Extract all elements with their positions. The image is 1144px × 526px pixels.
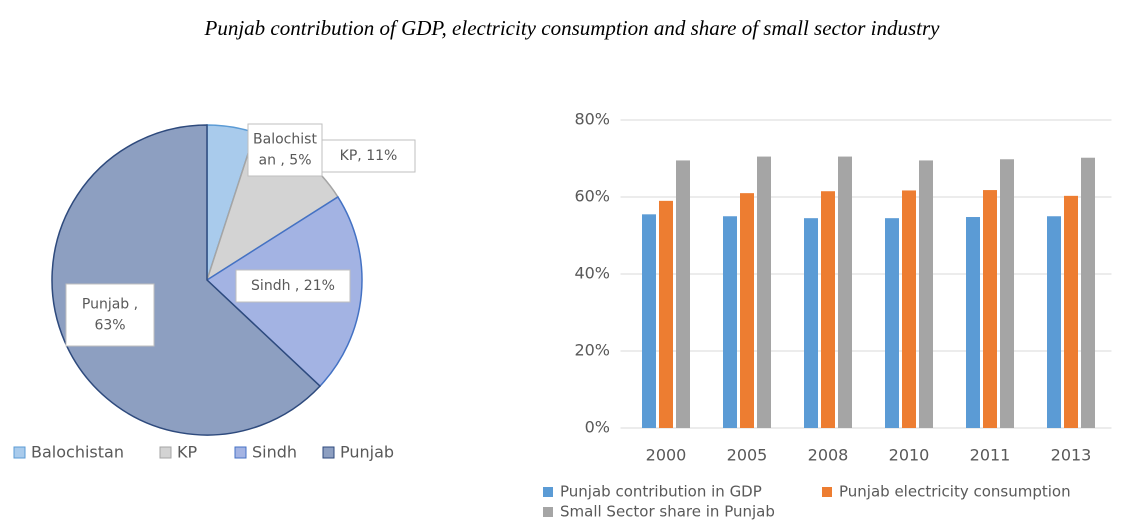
- legend-swatch: [234, 446, 247, 459]
- bar: [676, 160, 690, 429]
- data-label: Punjab ,: [82, 297, 138, 313]
- bar: [885, 218, 899, 428]
- data-label: Balochist: [253, 132, 317, 148]
- legend-label: Sindh: [252, 443, 297, 462]
- data-label: Sindh , 21%: [251, 278, 335, 294]
- y-tick-label: 40%: [574, 264, 610, 283]
- legend-label: Small Sector share in Punjab: [560, 503, 775, 521]
- bar: [740, 193, 754, 428]
- legend-swatch: [13, 446, 26, 459]
- label-box: [65, 283, 155, 347]
- x-tick-label: 2013: [1051, 446, 1092, 465]
- bar: [902, 190, 916, 428]
- data-label: 63%: [94, 318, 125, 334]
- label-box: [321, 139, 416, 173]
- data-label: an , 5%: [258, 153, 311, 169]
- legend-swatch: [543, 507, 553, 517]
- bar: [1064, 195, 1078, 428]
- bar: [659, 200, 673, 428]
- bar: [838, 156, 852, 428]
- bar: [757, 156, 771, 428]
- legend-label: KP: [177, 443, 197, 462]
- legend-swatch: [543, 487, 553, 497]
- bar: [983, 190, 997, 428]
- bar: [642, 214, 656, 428]
- data-label: KP, 11%: [340, 148, 398, 164]
- legend-label: Balochistan: [31, 443, 124, 462]
- legend-swatch: [822, 487, 832, 497]
- label-box: [247, 123, 323, 177]
- chart-title: Punjab contribution of GDP, electricity …: [204, 16, 941, 40]
- bar: [919, 160, 933, 429]
- legend-swatch: [159, 446, 172, 459]
- legend-label: Punjab contribution in GDP: [560, 483, 762, 501]
- x-tick-label: 2005: [727, 446, 768, 465]
- y-tick-label: 80%: [574, 110, 610, 129]
- label-box: [235, 269, 351, 303]
- legend-label: Punjab: [340, 443, 394, 462]
- y-tick-label: 60%: [574, 187, 610, 206]
- bar: [1081, 157, 1095, 429]
- pie-slice: [51, 124, 322, 436]
- x-tick-label: 2010: [889, 446, 930, 465]
- bar: [1000, 159, 1014, 428]
- x-tick-label: 2008: [808, 446, 849, 465]
- bar: [804, 218, 818, 428]
- y-tick-label: 20%: [574, 341, 610, 360]
- x-tick-label: 2011: [970, 446, 1011, 465]
- legend-label: Punjab electricity consumption: [839, 483, 1071, 501]
- x-tick-label: 2000: [646, 446, 687, 465]
- bar: [1047, 216, 1061, 428]
- y-tick-label: 0%: [585, 418, 610, 437]
- bar: [821, 191, 835, 428]
- bar: [966, 217, 980, 428]
- legend-swatch: [322, 446, 335, 459]
- bar: [723, 216, 737, 428]
